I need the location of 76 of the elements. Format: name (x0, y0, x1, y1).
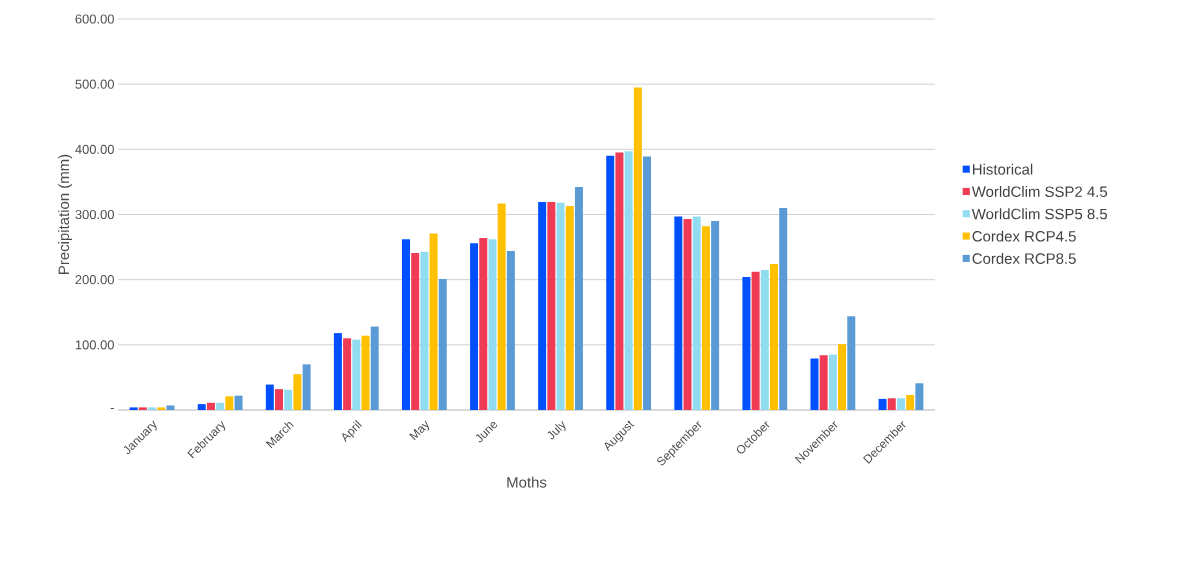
bar (906, 395, 915, 410)
bar (565, 206, 574, 410)
bar (148, 407, 157, 410)
bar (615, 152, 624, 410)
x-tick-label: May (409, 420, 430, 441)
bar (683, 219, 692, 410)
legend-label: Cordex RCP4.5 (972, 230, 1076, 242)
y-tick-label: 100.00 (75, 340, 114, 350)
bar (352, 339, 361, 410)
bar (887, 398, 896, 410)
bar (370, 326, 379, 410)
bar (828, 354, 837, 410)
bar (624, 151, 633, 410)
bar (497, 203, 506, 410)
legend-label: WorldClim SSP2 4.5 (971, 186, 1108, 197)
bar (760, 269, 769, 410)
legend-label: Cordex RCP8.5 (972, 252, 1076, 264)
bar (361, 335, 370, 410)
bar (847, 316, 856, 410)
bar (556, 202, 565, 410)
bar (711, 221, 720, 410)
bar (770, 264, 778, 410)
bar (275, 389, 284, 410)
bar (810, 358, 819, 410)
bar (574, 187, 583, 410)
bar (878, 398, 887, 410)
bar (633, 87, 642, 410)
y-axis-title: Precipitation (mm) (58, 154, 73, 274)
bar (333, 333, 342, 410)
y-tick-label: 400.00 (75, 144, 114, 154)
bar (166, 405, 175, 410)
bar (606, 155, 615, 410)
bar (429, 233, 438, 410)
bar (438, 279, 447, 410)
x-axis-title: Moths (507, 476, 547, 488)
y-tick-label: 300.00 (75, 209, 114, 220)
y-tick-label: 600.00 (75, 14, 114, 24)
bar (538, 202, 547, 410)
bar (157, 407, 166, 410)
bar (692, 216, 701, 410)
legend-label: WorldClim SSP5 8.5 (971, 208, 1108, 220)
bar (129, 407, 138, 410)
bar (420, 251, 429, 410)
bar (751, 271, 760, 410)
bar (470, 243, 479, 410)
y-tick-label: 500.00 (75, 79, 114, 89)
bar (284, 389, 293, 410)
bar (643, 156, 652, 410)
bar (779, 207, 788, 410)
bar (216, 402, 225, 410)
bar (265, 384, 274, 410)
bar (197, 404, 206, 410)
bar (479, 237, 488, 410)
bar (674, 216, 683, 410)
legend-label: Historical (973, 163, 1033, 175)
bar (234, 395, 243, 410)
x-tick-label: July (547, 420, 566, 440)
bar (547, 202, 556, 410)
y-tick-label: - (110, 408, 114, 410)
bar (206, 402, 215, 410)
bar (302, 364, 311, 410)
bar (138, 407, 147, 410)
bar (838, 344, 847, 410)
bar (343, 338, 352, 410)
bar (401, 239, 410, 410)
y-tick-label: 200.00 (75, 275, 114, 285)
bar (915, 383, 924, 410)
bar (701, 226, 710, 410)
bar (411, 252, 420, 410)
bar (506, 250, 515, 410)
bar (896, 398, 905, 410)
bar (742, 277, 751, 410)
bar (819, 355, 828, 410)
bar (225, 396, 234, 410)
bar (293, 374, 302, 410)
bar (488, 239, 497, 410)
